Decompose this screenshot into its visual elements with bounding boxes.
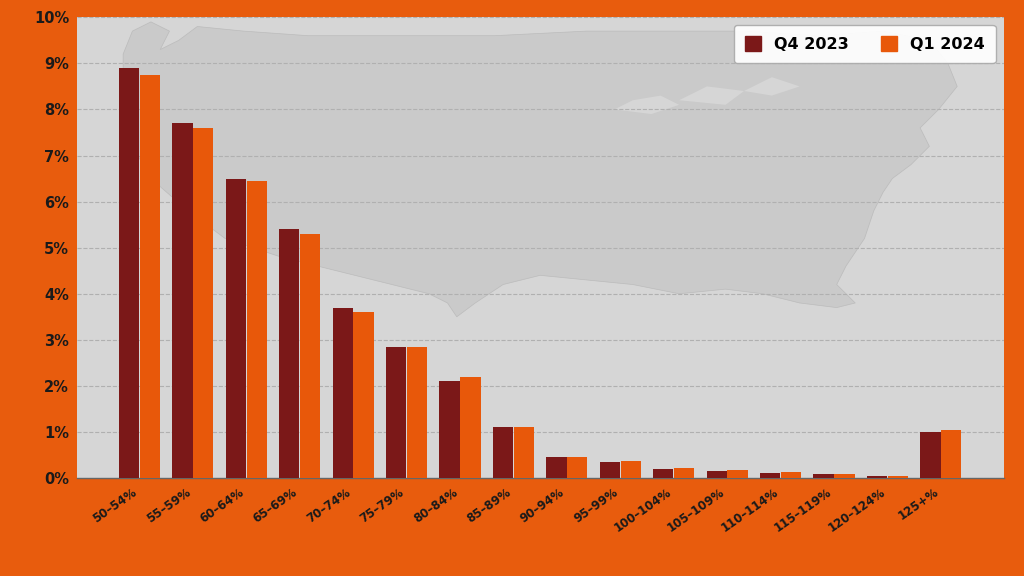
Bar (407, 347, 427, 478)
Bar (333, 308, 353, 478)
Bar (280, 229, 299, 478)
Bar (386, 347, 407, 478)
Bar (760, 472, 780, 478)
Polygon shape (614, 96, 679, 114)
Bar (921, 432, 941, 478)
Bar (727, 470, 748, 478)
Bar (461, 377, 480, 478)
Bar (546, 457, 566, 478)
Bar (247, 181, 267, 478)
Bar (119, 68, 139, 478)
Bar (514, 427, 535, 478)
Bar (600, 462, 620, 478)
Bar (813, 475, 834, 478)
Polygon shape (679, 86, 744, 105)
Bar (194, 128, 213, 478)
Bar (707, 471, 727, 478)
Bar (567, 457, 588, 478)
Bar (941, 430, 962, 478)
Bar (139, 75, 160, 478)
Bar (653, 469, 674, 478)
Bar (439, 381, 460, 478)
Bar (835, 475, 855, 478)
Bar (353, 312, 374, 478)
Bar (172, 123, 193, 478)
Bar (888, 476, 908, 478)
Bar (621, 461, 641, 478)
Polygon shape (123, 22, 957, 317)
Bar (493, 427, 513, 478)
Bar (300, 234, 321, 478)
Legend: Q4 2023, Q1 2024: Q4 2023, Q1 2024 (734, 25, 995, 63)
Bar (867, 476, 887, 478)
Bar (781, 472, 801, 478)
Polygon shape (744, 77, 800, 96)
Bar (225, 179, 246, 478)
Bar (674, 468, 694, 478)
